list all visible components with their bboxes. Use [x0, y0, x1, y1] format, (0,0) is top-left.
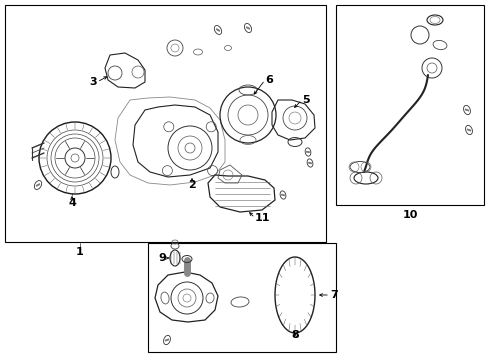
Text: 9: 9: [158, 253, 165, 263]
Text: 5: 5: [302, 95, 309, 105]
Text: 4: 4: [68, 198, 76, 208]
Text: 3: 3: [89, 77, 97, 87]
Bar: [335, 5, 483, 205]
Text: 11: 11: [254, 213, 270, 223]
Text: 8: 8: [290, 330, 298, 340]
Text: 6: 6: [264, 75, 272, 85]
Bar: [148, 243, 335, 352]
Text: 1: 1: [76, 247, 84, 257]
Text: 7: 7: [329, 290, 337, 300]
Bar: [5, 5, 325, 242]
Text: 10: 10: [402, 210, 417, 220]
Text: 2: 2: [188, 180, 196, 190]
